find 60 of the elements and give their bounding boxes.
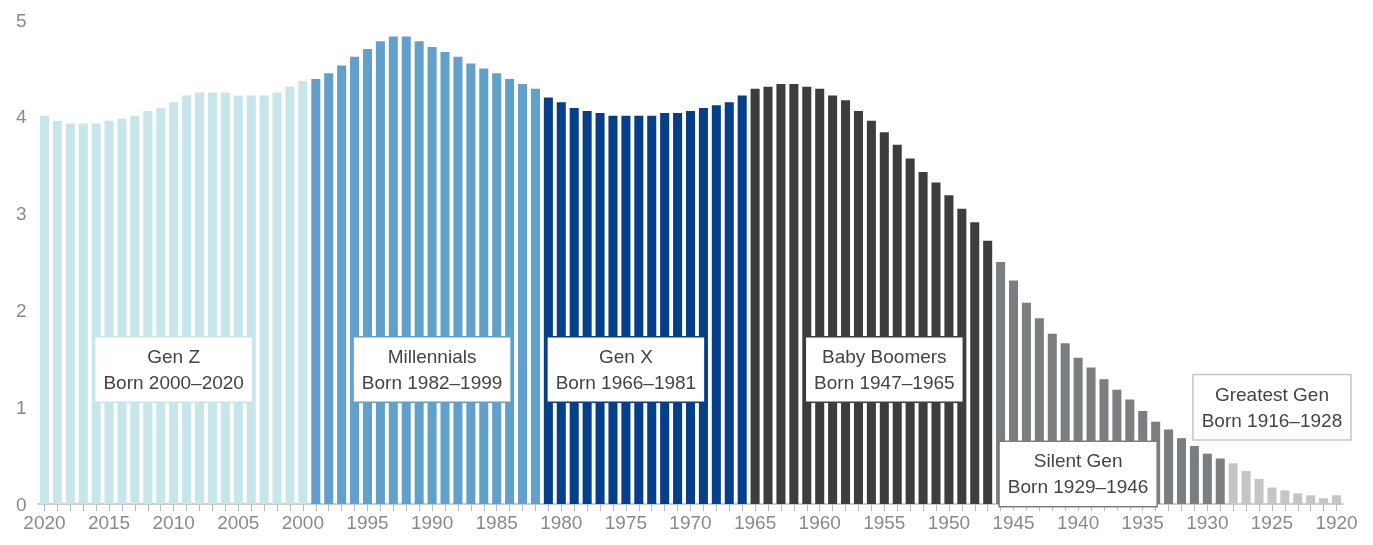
- bar: [337, 65, 347, 504]
- bar: [970, 222, 980, 504]
- bar: [39, 115, 49, 504]
- bar: [1215, 458, 1225, 504]
- bar: [750, 88, 760, 504]
- annotation: Silent Gen Born 1929–1946: [1007, 450, 1149, 498]
- bar: [737, 95, 747, 504]
- x-tick-label: 1965: [733, 512, 777, 533]
- annotation: Gen Z Born 2000–2020: [103, 345, 244, 393]
- x-tick-label: 2020: [23, 512, 66, 533]
- x-tick-label: 1975: [604, 512, 648, 533]
- y-tick-label: 4: [16, 106, 27, 128]
- bar: [518, 83, 528, 504]
- x-tick-label: 1970: [669, 512, 712, 533]
- bar: [1164, 429, 1174, 504]
- bar: [1189, 445, 1199, 504]
- x-tick-label: 2000: [281, 512, 325, 533]
- x-tick-label: 2015: [87, 512, 131, 533]
- bar: [285, 86, 295, 504]
- bar: [530, 88, 540, 504]
- x-tick-label: 1930: [1186, 512, 1229, 533]
- y-tick-label: 3: [16, 203, 27, 225]
- x-tick-label: 1960: [798, 512, 841, 533]
- annotation: Baby Boomers Born 1947–1965: [814, 345, 955, 393]
- y-tick-label: 0: [16, 493, 27, 515]
- y-tick-label: 1: [16, 396, 27, 418]
- x-tick-label: 1955: [863, 512, 906, 533]
- bar: [259, 95, 269, 504]
- annotation: Gen X Born 1966–1981: [555, 345, 697, 393]
- bar: [711, 105, 721, 504]
- x-tick-label: 1925: [1250, 512, 1294, 533]
- x-tick-label: 1980: [540, 512, 583, 533]
- bar: [311, 79, 321, 504]
- annotation: Millennials Born 1982–1999: [361, 345, 503, 393]
- bar: [789, 83, 799, 504]
- x-tick-label: 2005: [217, 512, 260, 533]
- x-tick-label: 1995: [346, 512, 389, 533]
- bar: [298, 80, 308, 504]
- x-tick-label: 2010: [152, 512, 195, 533]
- x-tick-label: 1950: [927, 512, 971, 533]
- bar: [763, 86, 773, 504]
- y-tick-label: 2: [16, 299, 27, 321]
- x-tick-label: 1935: [1121, 512, 1164, 533]
- bar: [724, 102, 734, 504]
- bar: [78, 123, 88, 504]
- bar: [776, 83, 786, 504]
- x-tick-label: 1945: [992, 512, 1035, 533]
- bar: [983, 240, 993, 504]
- x-tick-label: 1990: [410, 512, 454, 533]
- bar: [52, 120, 62, 504]
- annotation: Greatest Gen Born 1916–1928: [1201, 383, 1343, 431]
- x-tick-label: 1940: [1056, 512, 1100, 533]
- bar: [324, 73, 334, 504]
- bar: [65, 123, 75, 504]
- bar: [1176, 438, 1187, 504]
- bar: [272, 92, 282, 504]
- x-tick-label: 1985: [475, 512, 518, 533]
- x-tick-label: 1920: [1315, 512, 1358, 533]
- y-tick-label: 5: [16, 9, 27, 31]
- bar: [1202, 453, 1212, 504]
